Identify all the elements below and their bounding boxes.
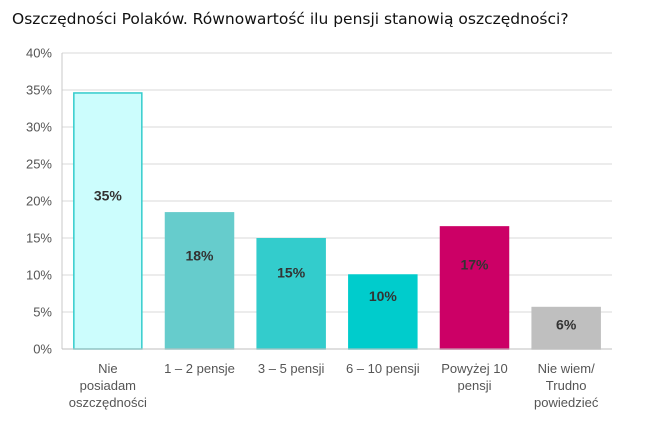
y-tick-label: 10% bbox=[26, 268, 52, 283]
x-tick-label: Nie bbox=[98, 361, 118, 376]
y-tick-label: 35% bbox=[26, 83, 52, 98]
data-label: 17% bbox=[460, 257, 489, 273]
y-tick-label: 40% bbox=[26, 46, 52, 61]
bar bbox=[256, 237, 326, 350]
x-axis: Nie posiadam oszczędności 1 – 2 pensje 3 – 5… bbox=[62, 348, 612, 410]
x-tick-label: Nie wiem/ bbox=[538, 361, 595, 376]
chart-title: Oszczędności Polaków. Równowartość ilu p… bbox=[12, 10, 569, 28]
y-tick-label: 25% bbox=[26, 157, 52, 172]
bar bbox=[73, 92, 143, 350]
data-labels: 35% 18% 15% 10% 17% 6% bbox=[94, 187, 577, 332]
y-tick-label: 5% bbox=[33, 305, 52, 320]
y-tick-label: 0% bbox=[33, 342, 52, 357]
x-tick-label: posiadam bbox=[80, 378, 136, 393]
data-label: 10% bbox=[369, 288, 398, 304]
bar bbox=[531, 306, 601, 350]
x-tick-label: Powyżej 10 bbox=[441, 361, 507, 376]
y-tick-label: 30% bbox=[26, 120, 52, 135]
bar bbox=[348, 274, 418, 350]
y-tick-label: 15% bbox=[26, 231, 52, 246]
data-label: 35% bbox=[94, 187, 123, 203]
x-tick-label: 6 – 10 pensji bbox=[346, 361, 420, 376]
x-tick-label: pensji bbox=[458, 378, 492, 393]
bars bbox=[73, 92, 601, 350]
bar bbox=[164, 212, 235, 350]
y-tick-label: 20% bbox=[26, 194, 52, 209]
bar bbox=[439, 226, 510, 350]
x-tick-label: 3 – 5 pensji bbox=[258, 361, 325, 376]
x-tick-label: powiedzieć bbox=[534, 395, 599, 410]
data-label: 6% bbox=[556, 317, 577, 333]
x-tick-label: 1 – 2 pensje bbox=[164, 361, 235, 376]
y-axis: 0% 5% 10% 15% 20% 25% 30% 35% 40% bbox=[26, 46, 63, 357]
data-label: 18% bbox=[185, 247, 214, 263]
gridlines bbox=[62, 52, 612, 313]
x-tick-label: oszczędności bbox=[69, 395, 147, 410]
x-tick-label: Trudno bbox=[546, 378, 587, 393]
data-label: 15% bbox=[277, 264, 306, 280]
